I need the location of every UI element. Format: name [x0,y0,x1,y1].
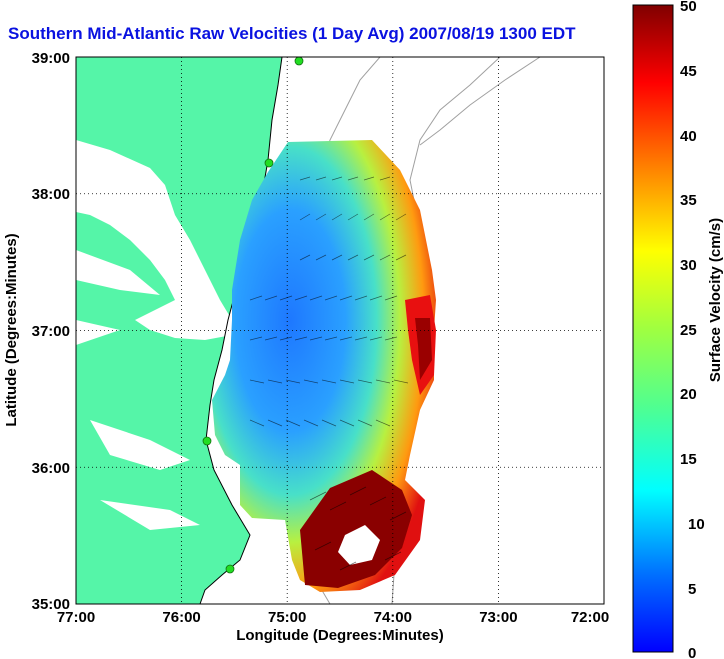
colorbar-gradient [632,4,674,653]
colorbar-tick-label: 40 [680,128,697,145]
colorbar-tick-label: 0 [688,645,696,659]
colorbar-label: Surface Velocity (cm/s) [707,218,724,382]
y-tick-label: 37:00 [32,323,70,340]
map-plot-area [76,57,604,604]
y-tick-label: 36:00 [32,460,70,477]
radar-site-marker [294,57,304,66]
radar-sites [202,57,304,574]
colorbar-tick-label: 35 [680,192,697,209]
high-velocity-core [300,470,412,588]
colorbar-tick-label: 20 [680,386,697,403]
colorbar-tick-label: 45 [680,63,697,80]
radar-site-marker [225,564,235,574]
radar-site-marker [264,158,274,168]
y-axis-ticks: 39:00 38:00 37:00 36:00 35:00 [32,50,70,613]
map-grid [76,57,604,604]
colorbar-tick-label: 5 [688,581,696,598]
colorbar-tick-label: 25 [680,322,697,339]
y-tick-label: 35:00 [32,596,70,613]
colorbar-tick-label: 50 [680,0,697,15]
radar-site-marker [202,436,212,446]
x-tick-label: 72:00 [571,609,609,626]
x-tick-label: 77:00 [57,609,95,626]
map-frame [75,56,605,605]
x-tick-label: 76:00 [162,609,200,626]
x-tick-label: 74:00 [374,609,412,626]
x-tick-label: 73:00 [479,609,517,626]
colorbar: 50 45 40 35 30 25 20 15 10 5 0 Surface V… [632,0,724,659]
y-tick-label: 39:00 [32,50,70,67]
y-tick-label: 38:00 [32,186,70,203]
colorbar-tick-label: 30 [680,257,697,274]
x-axis-label: Longitude (Degrees:Minutes) [236,627,444,644]
velocity-vectors [249,176,409,571]
colorbar-tick-label: 15 [680,451,697,468]
map-title: Southern Mid-Atlantic Raw Velocities (1 … [8,24,576,43]
tidal-rivers [76,250,200,530]
colorbar-tick-label: 10 [688,516,705,533]
chesapeake-bay [76,140,240,340]
x-axis-ticks: 77:00 76:00 75:00 74:00 73:00 72:00 [57,609,609,626]
x-tick-label: 75:00 [268,609,306,626]
y-axis-label: Latitude (Degrees:Minutes) [3,233,20,426]
colorbar-ticks: 50 45 40 35 30 25 20 15 10 5 0 [680,0,705,659]
